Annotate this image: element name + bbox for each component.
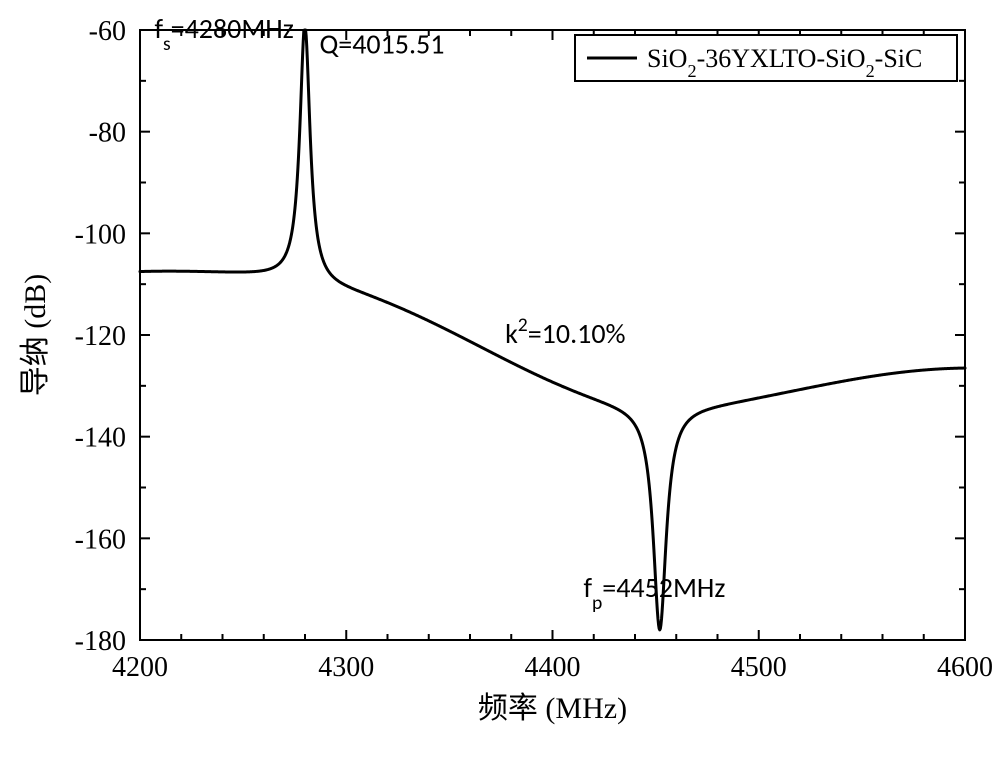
y-tick-label: -80 bbox=[89, 118, 126, 149]
x-tick-label: 4300 bbox=[318, 652, 374, 683]
x-tick-label: 4400 bbox=[525, 652, 581, 683]
annotation-Q: Q=4015.51 bbox=[319, 26, 444, 61]
x-tick-label: 4600 bbox=[937, 652, 993, 683]
y-tick-label: -180 bbox=[75, 626, 126, 657]
x-axis-label: 频率 (MHz) bbox=[478, 692, 627, 725]
y-axis-label: 导纳 (dB) bbox=[19, 274, 52, 397]
y-tick-label: -100 bbox=[75, 219, 126, 250]
y-tick-label: -140 bbox=[75, 423, 126, 454]
y-tick-label: -120 bbox=[75, 321, 126, 352]
x-tick-label: 4500 bbox=[731, 652, 787, 683]
y-tick-label: -160 bbox=[75, 524, 126, 555]
y-tick-label: -60 bbox=[89, 16, 126, 47]
